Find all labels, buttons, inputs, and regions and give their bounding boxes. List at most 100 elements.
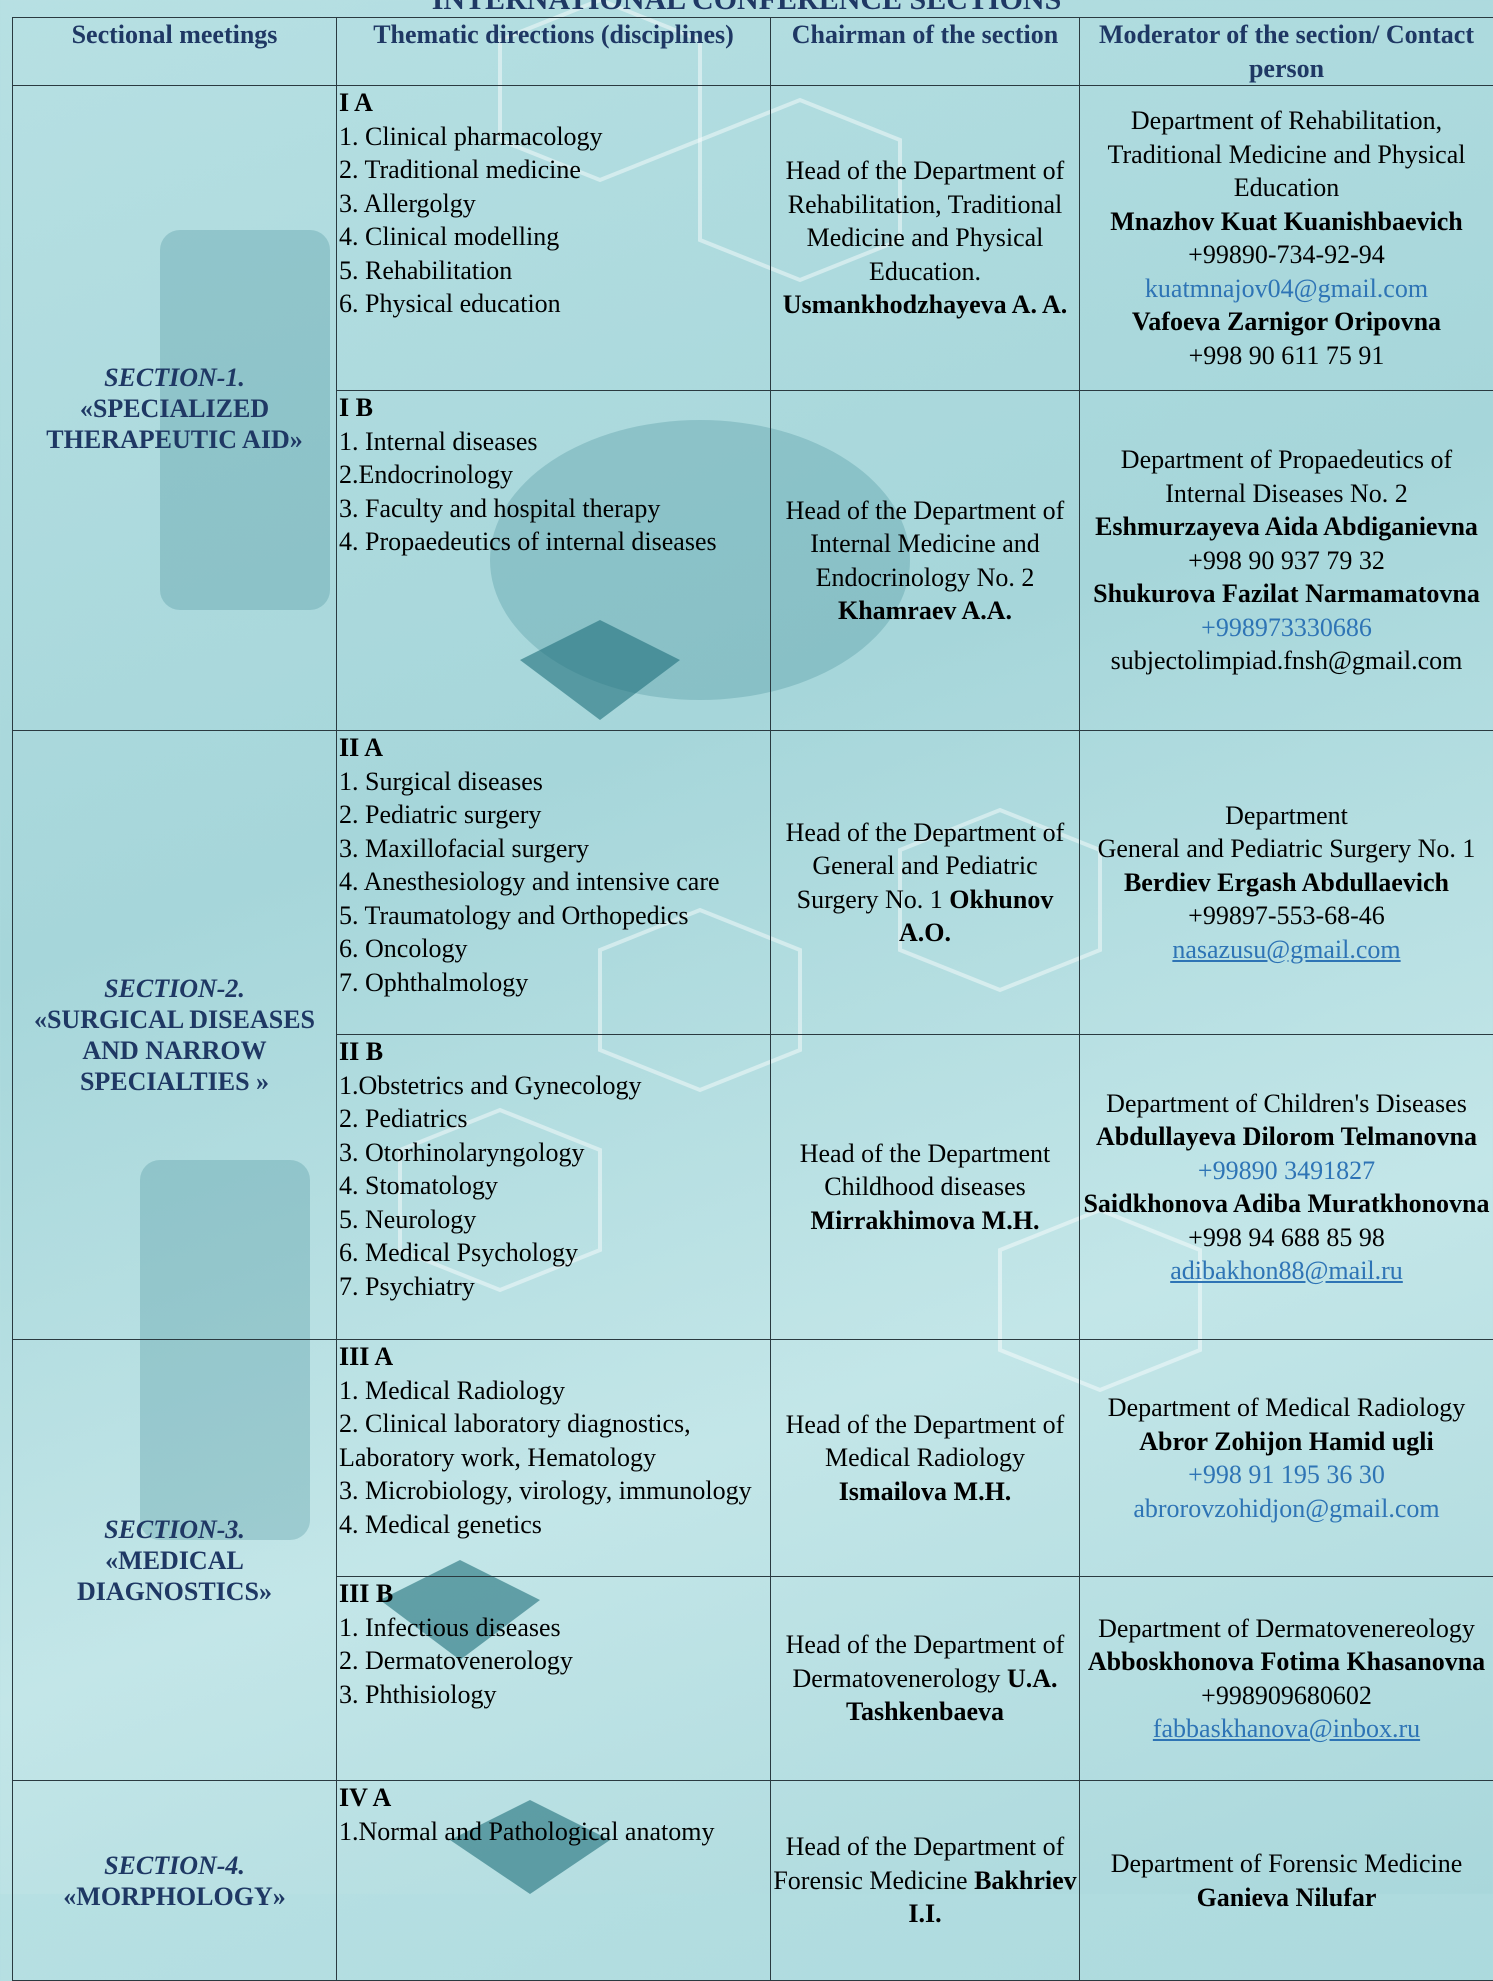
moderator-plain: subjectolimpiad.fnsh@gmail.com: [1111, 646, 1463, 675]
moderator-bold: Abdullayeva Dilorom Telmanovna: [1096, 1122, 1477, 1151]
moderator-line: nasazusu@gmail.com: [1082, 933, 1491, 967]
discipline: 1. Medical Radiology: [339, 1374, 768, 1408]
discipline: 7. Ophthalmology: [339, 966, 768, 1000]
discipline: 2. Clinical laboratory diagnostics, Labo…: [339, 1407, 768, 1474]
moderator-line: +998 94 688 85 98: [1082, 1221, 1491, 1255]
moderator-line: Shukurova Fazilat Narmamatovna: [1082, 577, 1491, 611]
moderator-line: +998 90 611 75 91: [1082, 339, 1491, 373]
discipline: 1.Obstetrics and Gynecology: [339, 1069, 768, 1103]
page-title: INTERNATIONAL CONFERENCE SECTIONS: [0, 0, 1493, 17]
subsection-code: I A: [339, 86, 768, 120]
chairman-name: Ismailova M.H.: [839, 1477, 1012, 1506]
discipline: 4. Propaedeutics of internal diseases: [339, 525, 768, 559]
moderator-line: +99890 3491827: [1082, 1154, 1491, 1188]
section-cell: SECTION-4.«MORPHOLOGY»: [13, 1781, 337, 1981]
moderator-line: +998909680602: [1082, 1679, 1491, 1713]
moderator-line: +99897-553-68-46: [1082, 899, 1491, 933]
discipline: 2. Dermatovenerology: [339, 1644, 768, 1678]
moderator-line: Abboskhonova Fotima Khasanovna: [1082, 1645, 1491, 1679]
discipline: 1. Surgical diseases: [339, 765, 768, 799]
moderator-bold: Shukurova Fazilat Narmamatovna: [1093, 579, 1480, 608]
discipline: 4. Clinical modelling: [339, 220, 768, 254]
discipline: 5. Neurology: [339, 1203, 768, 1237]
moderator-plain: +99890-734-92-94: [1188, 240, 1385, 269]
section-label: SECTION-1.: [15, 362, 334, 393]
moderator-line: +998973330686: [1082, 611, 1491, 645]
chairman-cell: Head of the Department of General and Pe…: [771, 731, 1080, 1035]
discipline: 3. Maxillofacial surgery: [339, 832, 768, 866]
moderator-link: nasazusu@gmail.com: [1172, 935, 1400, 964]
moderator-bold: Mnazhov Kuat Kuanishbaevich: [1110, 207, 1463, 236]
moderator-plain: Department: [1225, 801, 1348, 830]
moderator-cell: Department of Propaedeutics of Internal …: [1080, 391, 1493, 731]
column-header: Thematic directions (disciplines): [337, 18, 771, 86]
chairman-position: Head of the Department of Rehabilitation…: [786, 156, 1065, 286]
section-name: «SURGICAL DISEASES AND NARROW SPECIALTIE…: [34, 1005, 315, 1096]
chairman-position: Head of the Department Childhood disease…: [800, 1139, 1051, 1202]
chairman-cell: Head of the Department of Medical Radiol…: [771, 1340, 1080, 1577]
chairman-position: Head of the Department of Medical Radiol…: [786, 1410, 1065, 1473]
moderator-link: fabbaskhanova@inbox.ru: [1153, 1714, 1420, 1743]
page: INTERNATIONAL CONFERENCE SECTIONS Sectio…: [0, 0, 1493, 1894]
section-cell: SECTION-1.«SPECIALIZED THERAPEUTIC AID»: [13, 86, 337, 731]
moderator-link: adibakhon88@mail.ru: [1170, 1256, 1403, 1285]
moderator-line: Eshmurzayeva Aida Abdiganievna: [1082, 510, 1491, 544]
moderator-plain: +998909680602: [1201, 1681, 1372, 1710]
moderator-bold: Abboskhonova Fotima Khasanovna: [1088, 1647, 1485, 1676]
moderator-line: Department: [1082, 799, 1491, 833]
moderator-line: Saidkhonova Adiba Muratkhonovna: [1082, 1187, 1491, 1221]
section-cell: SECTION-3.«MEDICAL DIAGNOSTICS»: [13, 1340, 337, 1781]
moderator-line: General and Pediatric Surgery No. 1: [1082, 832, 1491, 866]
discipline: 5. Rehabilitation: [339, 254, 768, 288]
chairman-cell: Head of the Department of Internal Medic…: [771, 391, 1080, 731]
moderator-cell: Department of Rehabilitation, Traditiona…: [1080, 86, 1493, 391]
discipline: 3. Allergolgy: [339, 187, 768, 221]
moderator-email: +998 91 195 36 30: [1188, 1460, 1385, 1489]
moderator-plain: General and Pediatric Surgery No. 1: [1098, 834, 1476, 863]
moderator-email: +998973330686: [1201, 613, 1372, 642]
moderator-line: kuatmnajov04@gmail.com: [1082, 272, 1491, 306]
moderator-plain: +99897-553-68-46: [1188, 901, 1385, 930]
discipline: 2. Pediatrics: [339, 1102, 768, 1136]
subsection-code: II B: [339, 1035, 768, 1069]
chairman-name: Usmankhodzhayeva A. A.: [783, 290, 1068, 319]
moderator-email: +99890 3491827: [1198, 1156, 1375, 1185]
moderator-line: Department of Medical Radiology: [1082, 1391, 1491, 1425]
discipline: 6. Oncology: [339, 932, 768, 966]
moderator-cell: Department General and Pediatric Surgery …: [1080, 731, 1493, 1035]
moderator-line: adibakhon88@mail.ru: [1082, 1254, 1491, 1288]
moderator-plain: +998 90 611 75 91: [1189, 341, 1385, 370]
subsection-code: III A: [339, 1340, 768, 1374]
discipline: 4. Anesthesiology and intensive care: [339, 865, 768, 899]
moderator-line: +998 91 195 36 30: [1082, 1458, 1491, 1492]
section-row: SECTION-2.«SURGICAL DISEASES AND NARROW …: [13, 731, 1493, 1035]
moderator-line: Ganieva Nilufar: [1082, 1881, 1491, 1915]
moderator-line: Mnazhov Kuat Kuanishbaevich +99890-734-9…: [1082, 205, 1491, 272]
column-header: Sectional meetings: [13, 18, 337, 86]
chairman-position: Head of the Department of Internal Medic…: [786, 496, 1065, 592]
chairman-cell: Head of the Department of Forensic Medic…: [771, 1781, 1080, 1981]
subsection-code: I B: [339, 391, 768, 425]
moderator-line: Department of Children's Diseases: [1082, 1087, 1491, 1121]
moderator-bold: Vafoeva Zarnigor Oripovna: [1132, 307, 1441, 336]
section-label: SECTION-4.: [15, 1850, 334, 1881]
chairman-cell: Head of the Department of Rehabilitation…: [771, 86, 1080, 391]
chairman-cell: Head of the Department of Dermatovenerol…: [771, 1577, 1080, 1781]
section-row: SECTION-1.«SPECIALIZED THERAPEUTIC AID»I…: [13, 86, 1493, 391]
section-cell: SECTION-2.«SURGICAL DISEASES AND NARROW …: [13, 731, 337, 1340]
discipline: 3. Phthisiology: [339, 1678, 768, 1712]
moderator-line: Abdullayeva Dilorom Telmanovna: [1082, 1120, 1491, 1154]
discipline: 7. Psychiatry: [339, 1270, 768, 1304]
moderator-line: Department of Propaedeutics of Internal …: [1082, 443, 1491, 510]
discipline: 2. Pediatric surgery: [339, 798, 768, 832]
